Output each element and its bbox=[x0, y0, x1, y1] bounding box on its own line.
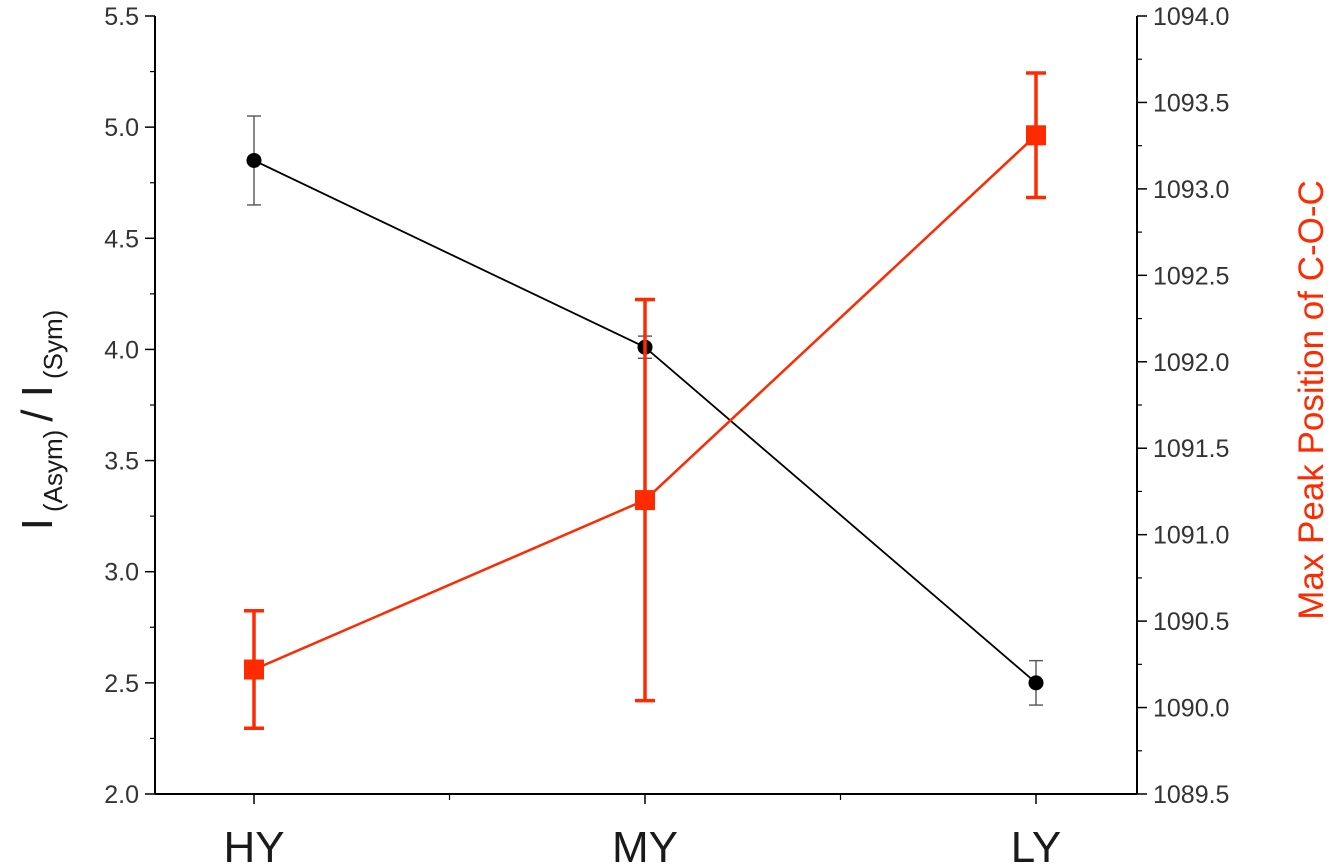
data-point bbox=[1026, 125, 1046, 146]
y2-tick-label: 1093.5 bbox=[1153, 89, 1229, 117]
y-tick-label: 3.5 bbox=[104, 448, 139, 476]
y-axis-title-main: I bbox=[13, 518, 62, 530]
y-tick-label: 5.5 bbox=[104, 3, 139, 31]
y-tick-label: 3.0 bbox=[104, 559, 139, 587]
y2-tick-label: 1089.5 bbox=[1153, 781, 1229, 809]
y2-tick-label: 1091.5 bbox=[1153, 435, 1229, 463]
y-tick-label: 2.0 bbox=[104, 781, 139, 809]
series-layer bbox=[244, 71, 1046, 731]
x-category-label: MY bbox=[612, 823, 678, 867]
y-tick-label: 5.0 bbox=[104, 114, 139, 142]
labels-layer: I (Asym) / I (Sym) Max Peak Position of C-O… bbox=[13, 3, 1331, 867]
data-point bbox=[1028, 675, 1044, 691]
data-point bbox=[246, 152, 262, 168]
y2-tick-label: 1090.5 bbox=[1153, 608, 1229, 636]
data-point bbox=[635, 490, 655, 511]
x-category-label: LY bbox=[1011, 823, 1062, 867]
x-category-label: HY bbox=[223, 823, 284, 867]
y-tick-label: 2.5 bbox=[104, 670, 139, 698]
y2-tick-label: 1094.0 bbox=[1153, 3, 1229, 31]
y2-tick-label: 1092.0 bbox=[1153, 349, 1229, 377]
y2-axis-title: Max Peak Position of C-O-C bbox=[1292, 180, 1331, 620]
y-axis-title-sub1: (Asym) bbox=[38, 430, 68, 512]
axes-layer bbox=[145, 15, 1147, 804]
y-axis-title-sub2: (Sym) bbox=[38, 310, 68, 379]
y-axis-title-sep: / I bbox=[13, 385, 62, 422]
y2-tick-label: 1091.0 bbox=[1153, 522, 1229, 550]
y2-tick-label: 1092.5 bbox=[1153, 262, 1229, 290]
series-group bbox=[244, 71, 1046, 731]
y2-tick-label: 1093.0 bbox=[1153, 176, 1229, 204]
y-axis-title: I (Asym) / I (Sym) bbox=[13, 310, 68, 531]
y-tick-label: 4.0 bbox=[104, 336, 139, 364]
y-tick-label: 4.5 bbox=[104, 225, 139, 253]
data-point bbox=[244, 659, 264, 680]
y2-tick-label: 1090.0 bbox=[1153, 695, 1229, 723]
